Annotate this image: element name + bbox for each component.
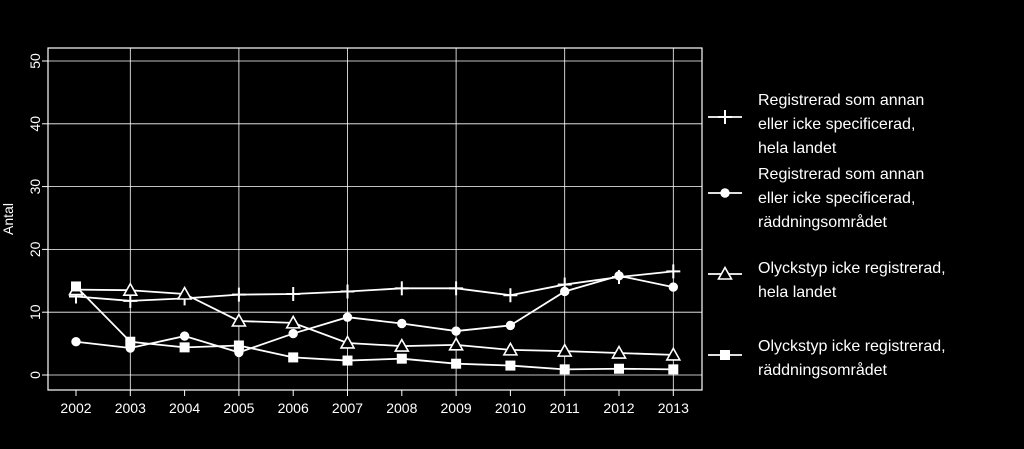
legend-label-line: räddningsområdet [758,361,888,379]
point-plus-2003 [123,293,138,308]
point-plus-2009 [449,281,464,296]
y-axis: 0 10 20 30 40 50 [27,53,48,379]
point-circle-2009 [451,326,461,336]
point-square-2008 [396,353,407,364]
point-square-2002 [71,281,81,292]
point-circle-2010 [505,320,516,331]
point-circle-2002 [71,337,81,347]
point-plus-2006 [286,286,301,301]
point-square-2012 [614,363,624,374]
legend-label-line: räddningsområdet [758,213,888,231]
series-olyckstyp-icke-registrerad-hela-landet [68,281,682,361]
point-plus-2010 [503,288,518,303]
point-square-2003 [125,336,136,347]
point-square-2010 [505,360,516,371]
legend-label-line: Registrerad som annan [758,166,924,183]
series-group [68,264,682,375]
x-tick-label-2004: 2004 [169,400,200,416]
y-tick-label-40: 40 [27,116,43,132]
legend-label-line: eller icke specificerad, [758,116,915,133]
point-circle-2007 [342,312,353,322]
legend-label-line: eller icke specificerad, [758,190,915,207]
point-triangle-2004 [176,285,193,300]
legend-marker-circle [720,188,730,198]
point-circle-2012 [614,271,624,281]
point-circle-2011 [560,286,570,297]
point-triangle-2008 [393,337,410,352]
x-tick-label-2007: 2007 [332,400,363,416]
point-triangle-2012 [611,344,627,359]
legend-label-line: Olyckstyp icke registrerad, [758,260,946,277]
series-registrerad-som-annan-eller-icke-specificerad-raddningsomradet [71,271,678,358]
point-plus-2013 [666,264,681,279]
y-tick-label-50: 50 [27,53,43,69]
y-tick-label-10: 10 [27,304,43,320]
y-tick-label-0: 0 [27,371,43,379]
legend: Registrerad som annan eller icke specific… [708,92,946,379]
x-axis: 2002 2003 2004 2005 2006 2007 2008 2009 2010 2011… [60,390,689,416]
series-line-circle [75,274,674,354]
legend-label-line: Olyckstyp icke registrerad, [758,338,946,355]
point-square-2011 [559,364,570,375]
point-square-2009 [451,358,462,369]
point-triangle-2011 [556,343,573,357]
legend-marker-triangle [717,265,733,280]
plot-area-frame [47,47,703,391]
legend-label-line: hela landet [758,140,837,157]
point-square-2006 [288,352,299,363]
point-plus-2008 [394,281,409,296]
point-square-2013 [668,364,679,375]
x-tick-label-2009: 2009 [441,400,472,416]
legend-item-square: Olyckstyp icke registrerad, räddningsområ… [708,338,946,379]
point-triangle-2003 [122,282,139,297]
point-circle-2004 [179,331,190,341]
legend-item-circle: Registrerad som annan eller icke specific… [708,166,924,231]
x-tick-label-2005: 2005 [223,400,254,416]
grid-lines [48,48,702,390]
legend-item-triangle: Olyckstyp icke registrerad, hela landet [708,260,946,301]
point-circle-2008 [397,318,407,329]
point-square-2004 [179,342,190,353]
legend-marker-square [720,350,730,360]
x-tick-label-2002: 2002 [60,400,91,416]
point-plus-2005 [231,287,246,302]
legend-label-line: hela landet [758,284,837,301]
x-tick-label-2013: 2013 [658,400,689,416]
point-plus-2007 [340,284,355,299]
y-tick-label-30: 30 [27,179,43,195]
series-line-triangle [75,288,674,356]
x-tick-label-2012: 2012 [603,400,634,416]
point-triangle-2010 [502,341,519,356]
series-registrerad-som-annan-eller-icke-specificerad-hela-landet [69,264,681,308]
legend-item-plus: Registrerad som annan eller icke specific… [708,92,924,157]
legend-marker-plus [718,110,732,124]
legend-label-line: Registrerad som annan [758,92,924,109]
point-triangle-2005 [231,312,247,327]
point-triangle-2007 [339,334,356,349]
point-triangle-2006 [285,314,302,329]
series-line-plus [75,270,674,302]
x-tick-label-2008: 2008 [386,400,417,416]
series-line-square [75,285,674,371]
x-tick-label-2010: 2010 [495,400,526,416]
x-tick-label-2011: 2011 [550,400,580,416]
y-tick-label-20: 20 [27,241,43,257]
point-circle-2006 [288,328,298,339]
x-tick-label-2003: 2003 [115,400,146,416]
y-axis-label: Antal [0,203,16,235]
point-triangle-2009 [448,336,464,351]
x-tick-label-2006: 2006 [278,400,309,416]
point-triangle-2013 [665,346,682,361]
point-circle-2013 [668,282,678,292]
point-square-2007 [342,355,353,366]
point-square-2005 [233,340,244,351]
series-olyckstyp-icke-registrerad-raddningsomradet [71,281,679,375]
